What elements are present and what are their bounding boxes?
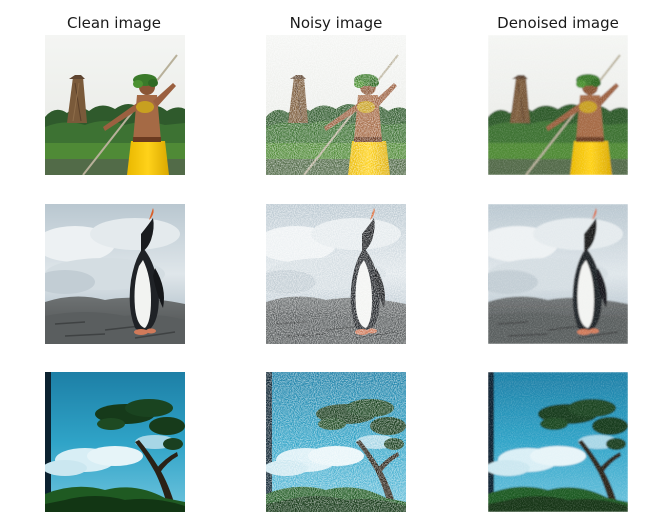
warrior-clean-image <box>45 35 185 175</box>
warrior-denoised-image <box>488 35 628 175</box>
warrior-noisy-image <box>266 35 406 175</box>
penguin-denoised-image <box>488 204 628 344</box>
column-title-noisy: Noisy image <box>289 14 383 32</box>
tree-clean-image <box>45 372 185 512</box>
column-title-denoised: Denoised image <box>497 14 619 32</box>
penguin-clean-image <box>45 204 185 344</box>
column-title-clean: Clean image <box>66 14 162 32</box>
tree-denoised-image <box>488 372 628 512</box>
tree-noisy-image <box>266 372 406 512</box>
penguin-noisy-image <box>266 204 406 344</box>
